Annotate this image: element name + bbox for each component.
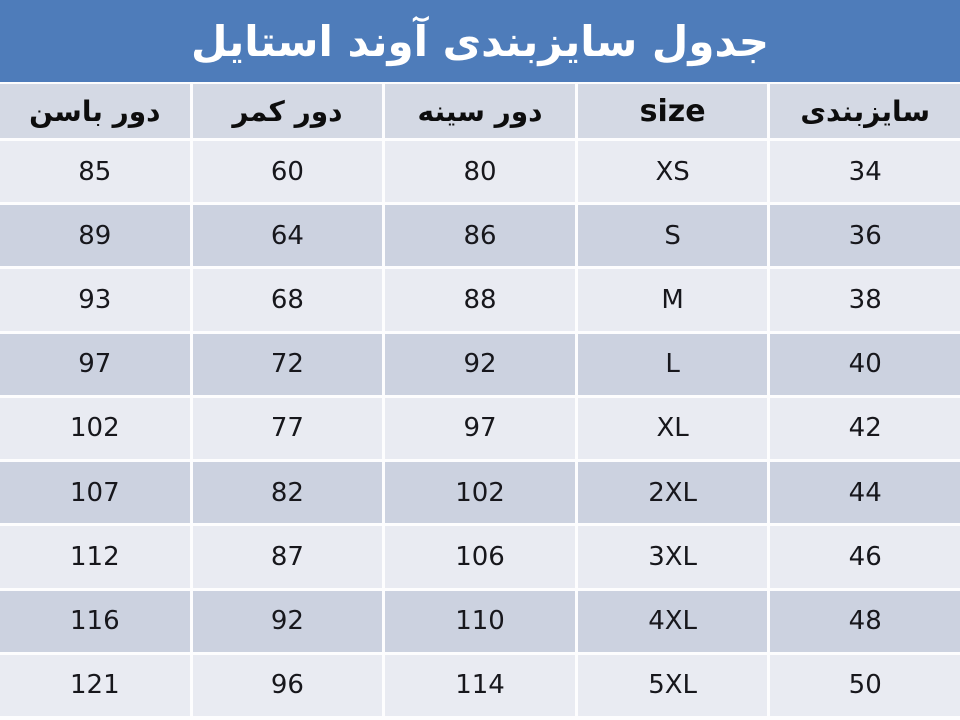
table-cell: 97 xyxy=(0,333,190,395)
table-cell: 121 xyxy=(0,654,190,716)
table-row: 36 S 86 64 89 xyxy=(0,205,960,267)
table-cell: L xyxy=(577,333,768,395)
table-cell: 82 xyxy=(192,462,383,524)
table-cell: 48 xyxy=(770,590,960,652)
column-header-hips: دور باسن xyxy=(0,84,190,138)
table-cell: XS xyxy=(577,141,768,203)
table-cell: 42 xyxy=(770,397,960,460)
table-row: 46 3XL 106 87 112 xyxy=(0,526,960,588)
table-cell: 106 xyxy=(385,526,575,588)
table-cell: 77 xyxy=(192,397,383,460)
sizing-table-body: 34 XS 80 60 85 36 S 86 64 89 38 M 88 68 93 40 L 92 72 97 42 X… xyxy=(0,141,960,716)
table-cell: 85 xyxy=(0,141,190,203)
table-row: 34 XS 80 60 85 xyxy=(0,141,960,203)
column-header-chest: دور سینه xyxy=(385,84,575,138)
page-title: جدول سایزبندی آوند استایل xyxy=(0,0,960,82)
table-cell: S xyxy=(577,205,768,267)
table-cell: 116 xyxy=(0,590,190,652)
table-cell: 4XL xyxy=(577,590,768,652)
table-row: 42 XL 97 77 102 xyxy=(0,397,960,460)
table-cell: 86 xyxy=(385,205,575,267)
column-header-sizing: سایزبندی xyxy=(770,84,960,138)
table-row: 48 4XL 110 92 116 xyxy=(0,590,960,652)
table-cell: 92 xyxy=(385,333,575,395)
table-cell: 34 xyxy=(770,141,960,203)
column-header-size: size xyxy=(577,84,768,138)
table-cell: 97 xyxy=(385,397,575,460)
table-cell: 102 xyxy=(0,397,190,460)
table-row: 40 L 92 72 97 xyxy=(0,333,960,395)
sizing-table: سایزبندی size دور سینه دور کمر دور باسن … xyxy=(0,81,960,719)
header-row: سایزبندی size دور سینه دور کمر دور باسن xyxy=(0,84,960,138)
table-cell: 3XL xyxy=(577,526,768,588)
table-cell: 68 xyxy=(192,269,383,331)
table-cell: 89 xyxy=(0,205,190,267)
table-cell: 72 xyxy=(192,333,383,395)
table-cell: 88 xyxy=(385,269,575,331)
table-cell: XL xyxy=(577,397,768,460)
table-row: 38 M 88 68 93 xyxy=(0,269,960,331)
table-row: 50 5XL 114 96 121 xyxy=(0,654,960,716)
table-cell: 110 xyxy=(385,590,575,652)
table-cell: 80 xyxy=(385,141,575,203)
table-cell: 46 xyxy=(770,526,960,588)
table-cell: 96 xyxy=(192,654,383,716)
table-cell: 50 xyxy=(770,654,960,716)
table-cell: 107 xyxy=(0,462,190,524)
table-cell: 102 xyxy=(385,462,575,524)
table-cell: 93 xyxy=(0,269,190,331)
table-cell: 5XL xyxy=(577,654,768,716)
table-cell: 2XL xyxy=(577,462,768,524)
sizing-table-header: سایزبندی size دور سینه دور کمر دور باسن xyxy=(0,84,960,138)
table-cell: 87 xyxy=(192,526,383,588)
table-row: 44 2XL 102 82 107 xyxy=(0,462,960,524)
table-cell: 40 xyxy=(770,333,960,395)
table-cell: 36 xyxy=(770,205,960,267)
table-cell: 64 xyxy=(192,205,383,267)
table-cell: 112 xyxy=(0,526,190,588)
table-cell: 92 xyxy=(192,590,383,652)
table-cell: 114 xyxy=(385,654,575,716)
table-cell: 44 xyxy=(770,462,960,524)
table-cell: 60 xyxy=(192,141,383,203)
table-cell: 38 xyxy=(770,269,960,331)
table-cell: M xyxy=(577,269,768,331)
column-header-waist: دور کمر xyxy=(192,84,383,138)
